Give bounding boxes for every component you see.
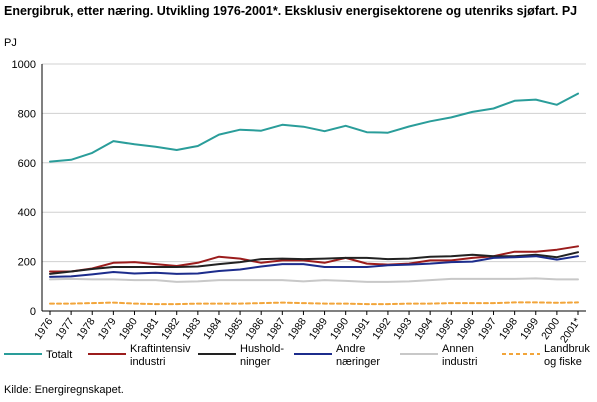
x-tick-1990: 1990 xyxy=(328,316,351,342)
y-tick-0: 0 xyxy=(30,306,36,318)
x-tick-1998: 1998 xyxy=(497,316,520,342)
x-tick-1981: 1981 xyxy=(138,316,161,342)
x-tick-1983: 1983 xyxy=(180,316,203,342)
x-tick-labels: 1976197719781979198019811982198319841985… xyxy=(32,311,583,345)
x-tick-1976: 1976 xyxy=(32,316,55,342)
x-tick-1986: 1986 xyxy=(243,316,266,342)
x-tick-1985: 1985 xyxy=(222,316,245,342)
legend-label-5: Landbruk og fiske xyxy=(544,343,590,368)
x-tick-1991: 1991 xyxy=(349,316,372,342)
x-tick-1992: 1992 xyxy=(370,316,393,342)
x-tick-1989: 1989 xyxy=(307,316,330,342)
legend-label-3: Andre næringer xyxy=(336,343,380,368)
x-tick-1980: 1980 xyxy=(117,316,140,342)
y-tick-600: 600 xyxy=(18,158,36,170)
x-tick-1982: 1982 xyxy=(159,316,182,342)
legend-label-4: Annen industri xyxy=(442,343,477,368)
x-tick-1995: 1995 xyxy=(434,316,457,342)
series-line-0 xyxy=(49,92,579,163)
x-tick-1977: 1977 xyxy=(53,316,76,342)
x-tick-1984: 1984 xyxy=(201,316,224,342)
y-tick-400: 400 xyxy=(18,207,36,219)
legend-label-2: Hushold-ninger xyxy=(240,343,284,368)
legend: Totalt Kraftintensiv industri Hushold-ninge… xyxy=(4,343,590,368)
x-tick-1999: 1999 xyxy=(518,316,541,342)
y-tick-labels: 0 200 400 600 800 1000 xyxy=(12,59,36,318)
x-tick-1997: 1997 xyxy=(476,316,499,342)
chart-title: Energibruk, etter næring. Utvikling 1976… xyxy=(4,4,578,18)
series-line-4 xyxy=(49,277,579,283)
x-tick-2001*: 2001* xyxy=(558,316,584,345)
series-line-3 xyxy=(49,255,579,278)
legend-label-1: Kraftintensiv industri xyxy=(130,343,191,368)
series-lines xyxy=(49,92,579,306)
source-note: Kilde: Energiregnskapet. xyxy=(4,384,124,396)
x-tick-1987: 1987 xyxy=(265,316,288,342)
x-tick-1978: 1978 xyxy=(74,316,97,342)
x-tick-1988: 1988 xyxy=(286,316,309,342)
gridlines xyxy=(41,63,586,312)
y-tick-800: 800 xyxy=(18,108,36,120)
y-tick-200: 200 xyxy=(18,257,36,269)
y-axis-label: PJ xyxy=(4,37,17,49)
series-line-5 xyxy=(49,301,579,306)
x-tick-1994: 1994 xyxy=(412,316,435,342)
series-line-2 xyxy=(49,251,579,275)
x-tick-1996: 1996 xyxy=(455,316,478,342)
x-tick-1993: 1993 xyxy=(391,316,414,342)
x-tick-1979: 1979 xyxy=(96,316,119,342)
legend-label-0: Totalt xyxy=(46,349,72,361)
y-tick-1000: 1000 xyxy=(12,59,36,71)
